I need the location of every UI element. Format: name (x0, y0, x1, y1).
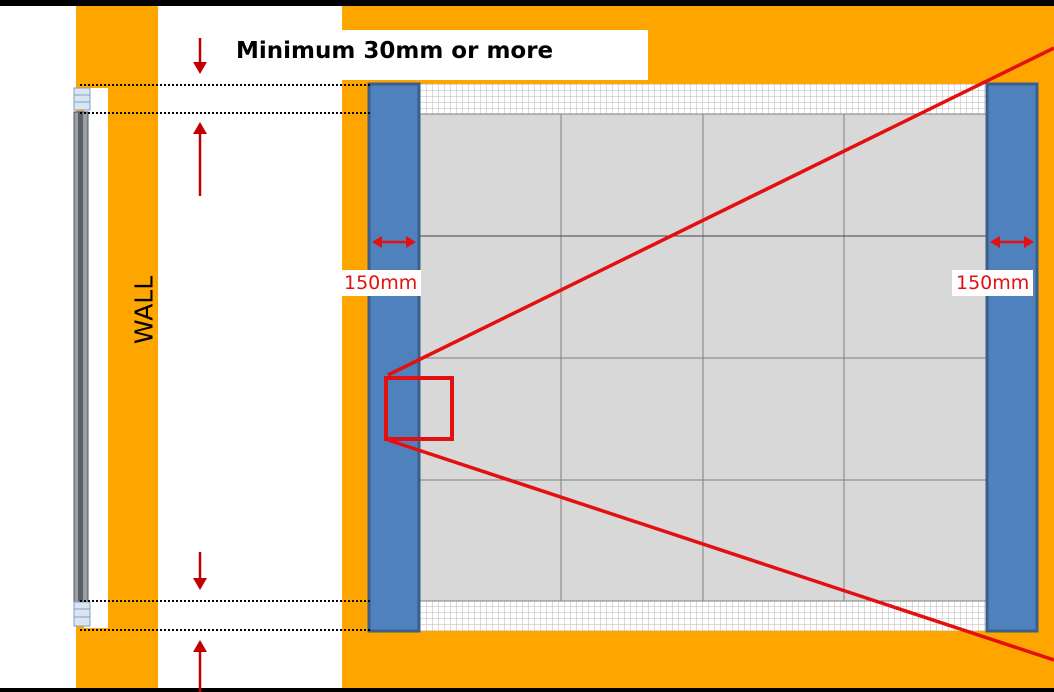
bottom-mesh-strip (420, 601, 986, 631)
top-mesh-strip (420, 84, 986, 114)
top-border-line (0, 0, 1054, 6)
top-gap-arrow-down (193, 38, 207, 74)
bottom-border-line (0, 688, 1054, 692)
dimension-dotted-lines (80, 84, 370, 631)
right-width-label: 150mm (952, 270, 1034, 296)
left-width-label: 150mm (340, 270, 422, 296)
diagram-title: Minimum 30mm or more (236, 38, 554, 64)
wall-profile (73, 87, 91, 627)
left-blue-column (367, 82, 421, 633)
title-box (222, 30, 648, 80)
right-width-arrow (990, 236, 1034, 248)
left-width-arrow (372, 236, 416, 248)
bottom-gap-arrow-up (193, 640, 207, 692)
magnifier-lines (387, 46, 1054, 662)
wall-label: WALL (129, 275, 159, 345)
top-gap-arrow-up (193, 122, 207, 196)
screen-panel (419, 113, 987, 602)
right-blue-column (985, 82, 1039, 633)
zoom-focus-box (384, 376, 454, 441)
bottom-gap-arrow-down (193, 552, 207, 590)
